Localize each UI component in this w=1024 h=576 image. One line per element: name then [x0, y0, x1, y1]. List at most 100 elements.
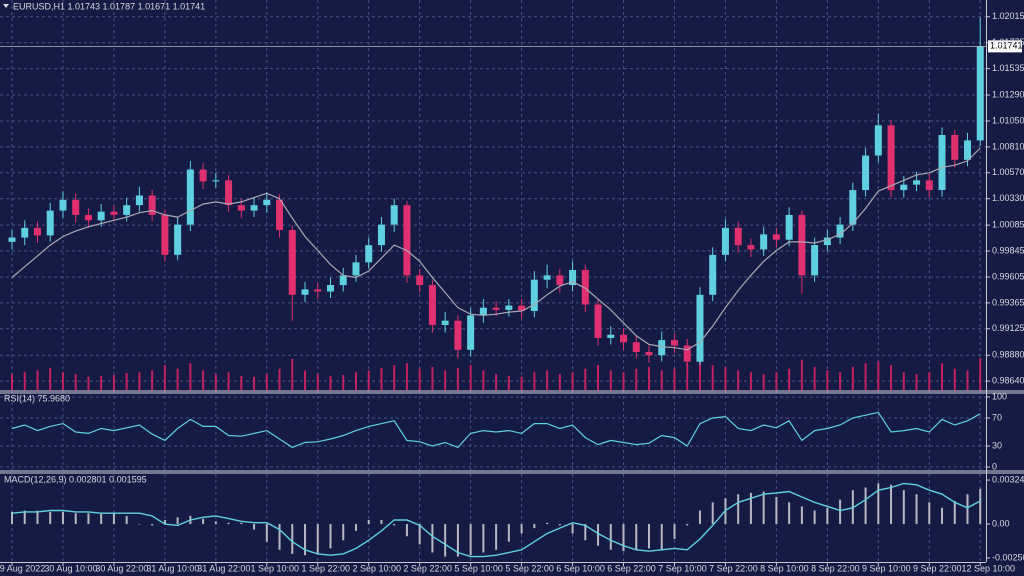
candle-body	[683, 345, 691, 362]
x-tick-label: 1 Sep 10:00	[251, 563, 300, 573]
candle-body	[925, 180, 933, 191]
candle-body	[709, 254, 717, 295]
volume-bar	[762, 374, 765, 390]
volume-bar	[49, 367, 52, 390]
volume-bar	[686, 363, 689, 390]
candle-body	[632, 342, 640, 352]
x-tick-label: 2 Sep 22:00	[403, 563, 452, 573]
volume-bar	[622, 372, 625, 390]
macd-histogram-bar	[711, 502, 714, 525]
candle-body	[352, 262, 360, 276]
macd-histogram-bar	[533, 524, 536, 529]
candle-body	[607, 334, 615, 338]
y-tick-label: 1.00085	[992, 220, 1024, 230]
candle-body	[938, 135, 946, 191]
candle-body	[581, 269, 589, 305]
candle-body	[823, 237, 831, 246]
x-tick-label: 6 Sep 22:00	[607, 563, 656, 573]
macd-histogram-bar	[686, 524, 689, 526]
macd-histogram-bar	[673, 524, 676, 539]
candle-body	[913, 180, 921, 185]
volume-bar	[979, 358, 982, 390]
volume-bar	[112, 374, 115, 390]
macd-histogram-bar	[418, 524, 421, 545]
x-tick-label: 1 Sep 22:00	[301, 563, 350, 573]
x-tick-label: 9 Sep 22:00	[913, 563, 962, 573]
macd-histogram-bar	[762, 491, 765, 525]
volume-bar	[163, 365, 166, 390]
macd-histogram-bar	[915, 494, 918, 525]
candle-body	[467, 315, 475, 350]
candle-body	[556, 275, 564, 286]
volume-bar	[240, 375, 243, 390]
y-tick-label: 0.003249	[992, 474, 1024, 484]
macd-histogram-bar	[112, 513, 115, 525]
candle-body	[110, 211, 118, 215]
volume-bar	[915, 374, 918, 390]
macd-histogram-bar	[405, 524, 408, 537]
volume-bar	[800, 359, 803, 390]
volume-bar	[291, 358, 294, 390]
macd-histogram-bar	[329, 524, 332, 549]
volume-bar	[100, 375, 103, 390]
volume-bar	[405, 363, 408, 390]
candle-body	[288, 230, 296, 295]
volume-bar	[329, 375, 332, 390]
candle-body	[887, 125, 895, 191]
macd-histogram-bar	[928, 502, 931, 525]
candle-body	[976, 46, 984, 141]
symbol-menu-icon[interactable]	[3, 4, 9, 8]
candle-body	[428, 285, 436, 326]
macd-histogram-bar	[278, 524, 281, 550]
volume-bar	[11, 374, 13, 390]
macd-histogram-bar	[507, 524, 510, 542]
volume-bar	[23, 372, 26, 390]
volume-bar	[533, 372, 536, 390]
macd-histogram-bar	[482, 524, 485, 553]
macd-histogram-bar	[597, 524, 600, 546]
volume-bar	[928, 372, 931, 390]
macd-histogram-bar	[877, 483, 880, 525]
candle-body	[174, 224, 182, 255]
volume-bar	[87, 376, 90, 390]
y-tick-label: 0.99365	[992, 297, 1024, 307]
volume-bar	[864, 363, 867, 390]
volume-bar	[698, 361, 701, 390]
candle-body	[225, 180, 233, 206]
candle-body	[123, 205, 131, 215]
candle-body	[454, 320, 462, 350]
candle-body	[849, 190, 857, 225]
candle-body	[670, 340, 678, 346]
macd-histogram-bar	[100, 513, 103, 525]
macd-histogram-bar	[622, 524, 625, 552]
candle-body	[594, 304, 602, 338]
macd-histogram-bar	[520, 524, 523, 534]
candle-body	[441, 320, 449, 326]
candle-body	[314, 289, 322, 292]
volume-bar	[609, 370, 612, 390]
x-tick-label: 2 Sep 10:00	[352, 563, 401, 573]
macd-histogram-bar	[316, 524, 319, 554]
macd-histogram-bar	[367, 519, 370, 525]
x-tick-label: 12 Sep 10:00	[961, 563, 1015, 573]
y-tick-label: -0.002505	[992, 552, 1024, 562]
volume-bar	[354, 372, 357, 390]
macd-histogram-bar	[61, 511, 64, 525]
candle-body	[377, 224, 385, 246]
x-tick-label: 29 Aug 2022	[0, 563, 45, 573]
macd-histogram-bar	[813, 510, 816, 525]
macd-histogram-bar	[953, 501, 956, 525]
y-tick-label: 100	[992, 391, 1007, 401]
volume-bar	[953, 368, 956, 390]
candle-body	[135, 195, 143, 206]
candle-body	[97, 211, 105, 221]
volume-bar	[482, 370, 485, 390]
x-tick-label: 31 Aug 10:00	[146, 563, 199, 573]
candle-body	[620, 334, 628, 343]
macd-histogram-bar	[431, 524, 434, 553]
x-tick-label: 6 Sep 10:00	[556, 563, 605, 573]
volume-bar	[393, 365, 396, 390]
macd-histogram-bar	[291, 524, 294, 554]
